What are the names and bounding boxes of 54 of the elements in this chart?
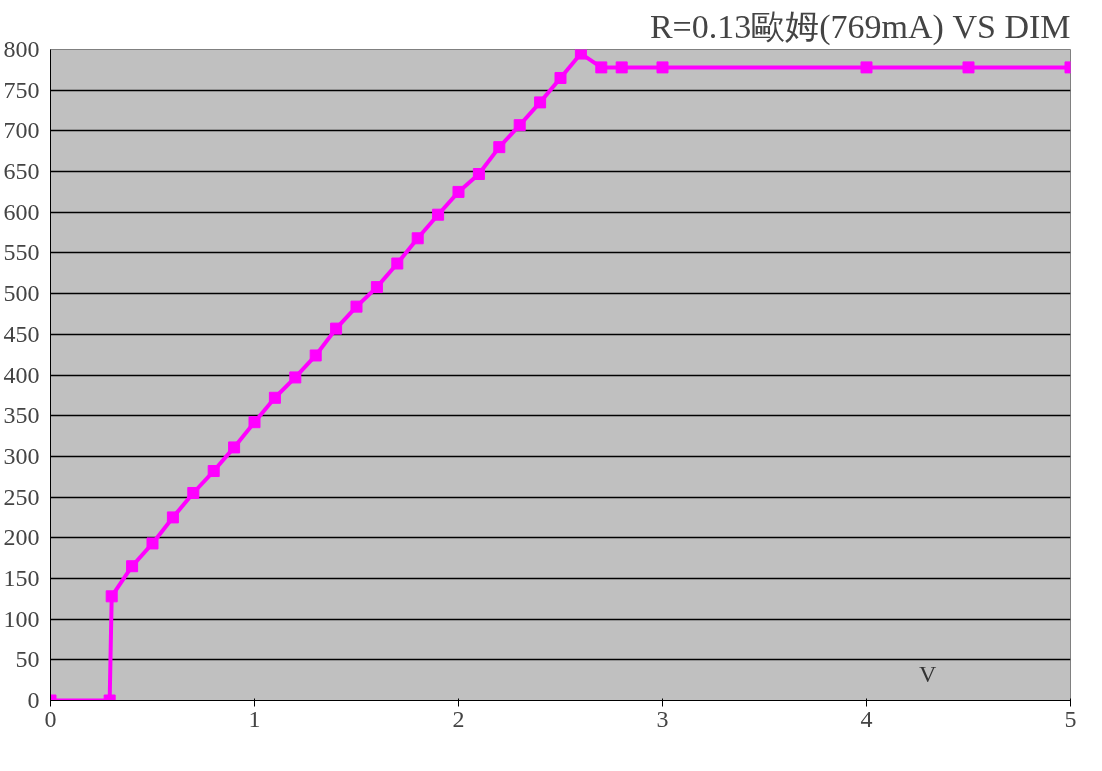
point <box>248 416 261 429</box>
point <box>268 391 281 404</box>
point <box>962 61 975 74</box>
point <box>615 61 628 74</box>
point <box>860 61 873 74</box>
point <box>411 232 424 245</box>
x-tick-label: 2 <box>452 705 465 732</box>
y-tick-label: 350 <box>3 402 40 429</box>
x-tick-label: 0 <box>44 705 57 732</box>
y-tick-label: 750 <box>3 76 40 103</box>
point <box>126 560 139 573</box>
point <box>595 61 608 74</box>
y-tick-label: 450 <box>3 320 40 347</box>
point <box>370 281 383 294</box>
y-tick-label: 300 <box>3 442 40 469</box>
y-tick-label: 400 <box>3 361 40 388</box>
x-tick-label: 1 <box>248 705 261 732</box>
point <box>228 441 241 454</box>
chart-title: R=0.13歐姆(769mA) VS DIM <box>649 7 1071 46</box>
point <box>656 61 669 74</box>
point <box>554 71 567 84</box>
y-tick-label: 250 <box>3 483 40 510</box>
point <box>289 371 302 384</box>
y-tick-label: 650 <box>3 158 40 185</box>
x-axis-title: V <box>919 660 938 687</box>
y-tick-label: 0 <box>27 687 40 713</box>
point <box>391 257 404 270</box>
y-tick-label: 150 <box>3 564 40 591</box>
point <box>350 300 363 313</box>
y-tick-label: 800 <box>3 36 40 62</box>
y-tick-label: 500 <box>3 280 40 307</box>
point <box>472 168 485 180</box>
y-tick-label: 700 <box>3 117 40 144</box>
point <box>207 465 220 478</box>
point <box>452 185 465 198</box>
point <box>166 511 179 524</box>
point <box>187 486 200 499</box>
point <box>432 208 445 221</box>
point <box>309 349 322 362</box>
x-tick-label: 3 <box>656 705 669 732</box>
x-tick-label: 4 <box>860 705 873 732</box>
point <box>513 119 526 132</box>
point <box>330 322 343 335</box>
x-tick-label: 5 <box>1064 705 1077 732</box>
y-tick-label: 550 <box>3 239 40 266</box>
y-tick-label: 600 <box>3 198 40 225</box>
point <box>105 590 118 603</box>
point <box>146 537 159 550</box>
y-tick-label: 100 <box>3 605 40 632</box>
y-tick-label: 200 <box>3 524 40 551</box>
point <box>493 141 506 154</box>
point <box>534 96 547 109</box>
point <box>574 49 587 60</box>
y-tick-label: 50 <box>15 646 40 673</box>
